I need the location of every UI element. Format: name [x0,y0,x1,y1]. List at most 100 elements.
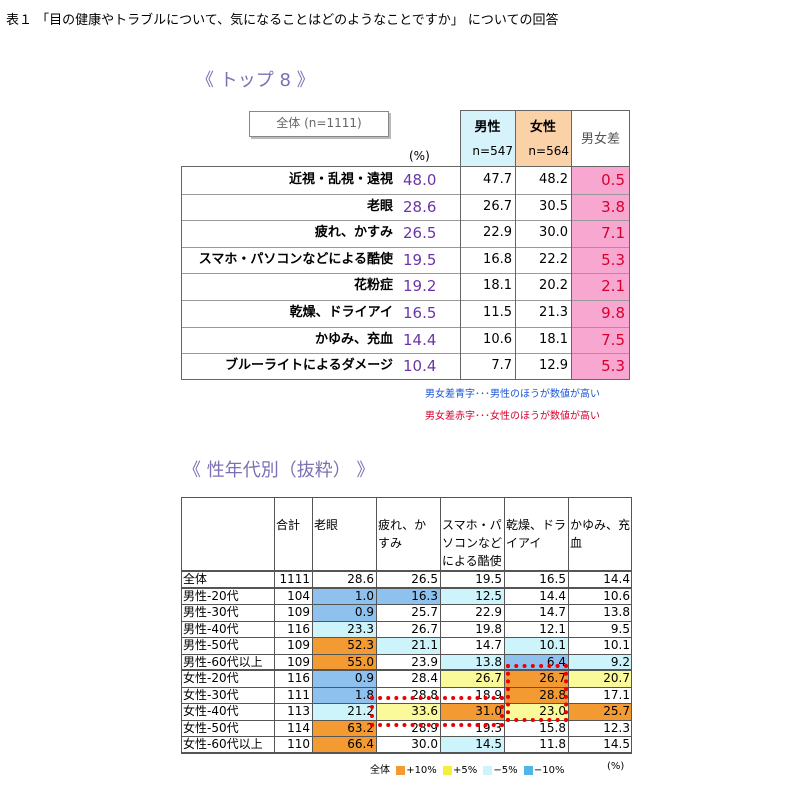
row-male-value: 47.7 [483,172,512,187]
row-label: 男性-60代以上 [183,654,263,669]
all-header-box [249,111,389,137]
cell-value: 28.4 [376,670,440,687]
legend-plus10: +10% [406,765,437,776]
row-label: 男性-30代 [183,605,239,619]
row-male-value: 10.6 [483,331,512,347]
row-female-value: 20.2 [539,278,568,294]
unit-label: (%) [409,149,430,163]
cell-value: 16.3 [376,587,440,605]
cell-value: 25.7 [568,703,632,720]
row-label: 男性-50代 [183,638,239,652]
row-label: 花粉症 [353,278,393,294]
row-all-value: 19.5 [403,250,437,269]
row-diff-value: 3.8 [601,197,625,216]
cell-value: 23.9 [376,653,440,671]
cell-value: 63.2 [312,719,376,737]
male-n: n=547 [472,144,513,158]
row-label: 近視・乱視・遠視 [288,172,393,187]
row-male-value: 18.1 [483,278,512,294]
note-red: 男女差赤字･･･女性のほうが数値が高い [425,411,600,422]
col-header: スマホ・パソコンなどによる酷使 [442,518,503,568]
cell-value: 52.3 [312,637,376,654]
row-total: 111 [287,687,310,702]
legend-minus10-swatch [523,765,533,775]
row-total: 109 [287,638,310,652]
row-all-value: 10.4 [403,357,437,376]
row-female-value: 22.2 [539,251,568,267]
cell-value: 17.1 [568,686,632,704]
cell-value: 26.7 [504,670,568,687]
cell-value: 0.9 [312,670,376,687]
cell-value: 25.7 [376,604,440,621]
cell-value: 1.8 [312,686,376,704]
cell-value: 12.1 [504,620,568,638]
row-total: 116 [287,621,310,636]
row-label: 男性-40代 [183,621,239,636]
cell-value: 14.7 [440,637,504,654]
row-label: 全体 [183,572,208,586]
cell-value: 13.8 [440,653,504,671]
cell-value: 14.5 [440,736,504,753]
cell-value: 16.5 [504,571,568,588]
cell-value: 10.1 [568,637,632,654]
row-label: 女性-30代 [183,687,239,702]
legend-minus5: −5% [493,765,518,776]
row-label: 老眼 [366,198,393,214]
cell-value: 22.9 [440,604,504,621]
section-title-top8: 《 トップ 8 》 [196,70,315,91]
diff-header: 男女差 [580,132,620,147]
row-female-value: 12.9 [539,358,568,374]
cell-value: 12.5 [440,587,504,605]
diff-header-bg [571,110,630,166]
cell-value: 26.7 [376,620,440,638]
note-blue: 男女差青字･･･男性のほうが数値が高い [425,389,600,400]
row-total: 1111 [279,572,310,586]
row-total: 113 [287,704,310,718]
cell-value: 23.0 [504,703,568,720]
female-header-bg [515,110,571,166]
row-label: かゆみ、充血 [314,331,393,347]
row-all-value: 28.6 [403,197,437,216]
female-n: n=564 [528,144,569,158]
cell-value: 23.3 [312,620,376,638]
legend-unit: (%) [607,761,625,772]
top8-table: 全体 (n=1111) (%) 男性 n=547 女性 n=564 男女差 近視… [181,110,630,380]
row-diff-value: 7.1 [601,224,625,243]
row-all-value: 19.2 [403,277,437,296]
cell-value: 14.5 [568,736,632,753]
row-male-value: 22.9 [483,225,512,241]
row-total: 104 [287,588,310,603]
cell-value: 28.6 [312,571,376,588]
cell-value: 31.0 [440,703,504,720]
cell-value: 28.8 [504,686,568,704]
row-all-value: 26.5 [403,224,437,243]
legend-minus10: −10% [533,765,565,776]
row-female-value: 30.5 [539,198,568,214]
row-female-value: 30.0 [539,225,568,241]
row-male-value: 16.8 [483,251,512,267]
cell-value: 66.4 [312,736,376,753]
row-label: 疲れ、かすみ [314,225,393,241]
row-diff-value: 5.3 [601,357,625,376]
legend-plus5: +5% [452,765,478,776]
page-title: 表１ 「目の健康やトラブルについて、気になることはどのようなことですか」 につい… [6,13,559,28]
cell-value: 13.8 [568,604,632,621]
cell-value: 10.6 [568,587,632,605]
row-label: 女性-20代 [183,671,239,685]
cell-value: 1.0 [312,587,376,605]
legend: 全体 +10% +5% −5% −10% [370,761,564,776]
cell-value: 10.1 [504,637,568,654]
cell-value: 21.2 [312,703,376,720]
row-total: 109 [287,605,310,619]
row-male-value: 26.7 [483,198,512,214]
cell-value: 33.6 [376,703,440,720]
cell-value: 0.9 [312,604,376,621]
row-label: 女性-60代以上 [183,737,263,751]
cell-value: 9.5 [568,620,632,638]
row-male-value: 7.7 [491,358,512,374]
cell-value: 55.0 [312,653,376,671]
cell-value: 19.5 [440,571,504,588]
cell-value: 15.8 [504,719,568,737]
male-header-bg [460,110,515,166]
row-diff-value: 5.3 [601,250,625,269]
